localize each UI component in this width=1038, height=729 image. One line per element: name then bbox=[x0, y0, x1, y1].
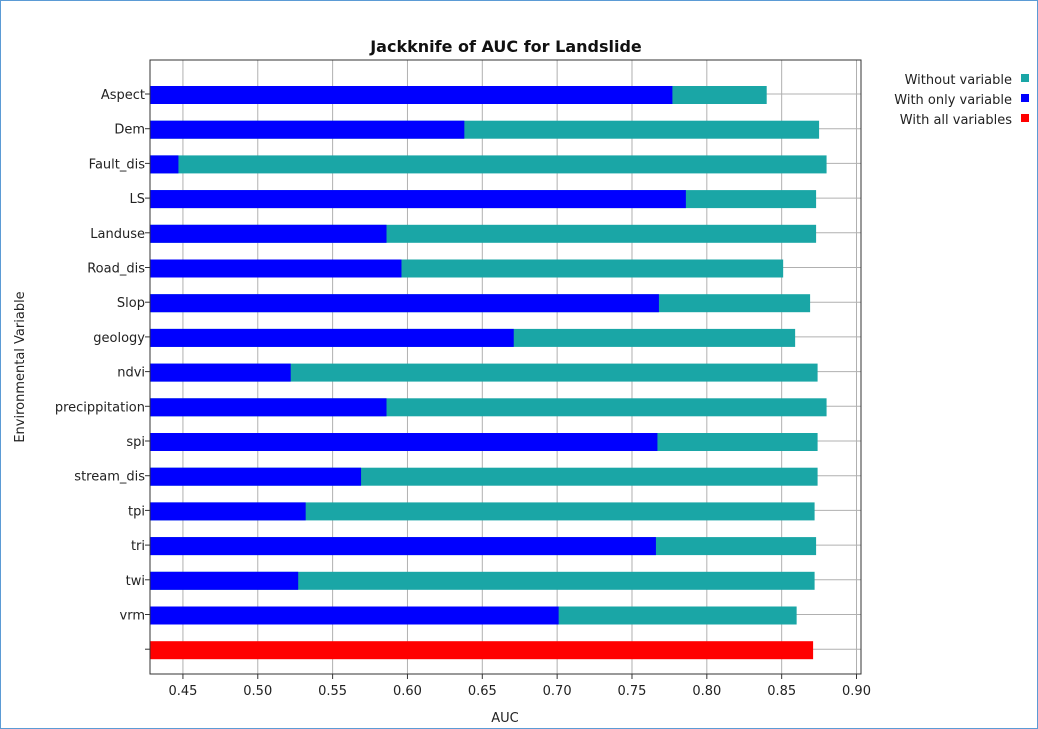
legend: Without variable With only variable With a… bbox=[894, 73, 1029, 128]
y-tick-label: spi bbox=[126, 435, 145, 450]
bar-with-only-variable bbox=[150, 572, 298, 590]
y-tick-label: vrm bbox=[120, 609, 145, 624]
x-tick-label: 0.75 bbox=[618, 684, 647, 699]
x-tick-labels: 0.45 0.50 0.55 0.60 0.65 0.70 0.75 0.80 0.85 0.90 bbox=[168, 674, 871, 699]
bar-with-only-variable bbox=[150, 433, 657, 451]
x-tick-label: 0.50 bbox=[243, 684, 272, 699]
y-tick-label: twi bbox=[126, 574, 145, 589]
bar-with-only-variable bbox=[150, 294, 659, 312]
y-tick-label: Road_dis bbox=[87, 262, 145, 277]
bar-with-only-variable bbox=[150, 364, 291, 382]
bar-with-only-variable bbox=[150, 607, 559, 625]
bar-with-only-variable bbox=[150, 190, 686, 208]
y-tick-label: tri bbox=[131, 539, 145, 554]
bar-with-only-variable bbox=[150, 86, 672, 104]
bars-group bbox=[150, 86, 827, 659]
y-tick-label: Slop bbox=[117, 296, 145, 311]
x-tick-label: 0.70 bbox=[543, 684, 572, 699]
y-tick-label: Fault_dis bbox=[89, 157, 146, 172]
y-tick-label: LS bbox=[130, 192, 146, 207]
y-tick-label: Aspect bbox=[101, 88, 145, 103]
bar-with-all-variables bbox=[150, 641, 813, 659]
bar-with-only-variable bbox=[150, 502, 306, 520]
legend-label: With only variable bbox=[894, 93, 1012, 108]
bar-with-only-variable bbox=[150, 260, 401, 278]
legend-swatch bbox=[1021, 74, 1029, 82]
x-tick-label: 0.85 bbox=[767, 684, 796, 699]
x-tick-label: 0.45 bbox=[168, 684, 197, 699]
y-tick-labels: Aspect Dem Fault_dis LS Landuse Road_dis Slop g… bbox=[55, 88, 150, 649]
chart-title: Jackknife of AUC for Landslide bbox=[369, 37, 642, 56]
bar-with-only-variable bbox=[150, 155, 178, 173]
y-tick-label: tpi bbox=[128, 504, 145, 519]
legend-label: With all variables bbox=[900, 113, 1012, 128]
y-axis-label: Environmental Variable bbox=[13, 291, 28, 442]
y-tick-label: Landuse bbox=[90, 227, 145, 242]
x-tick-label: 0.90 bbox=[842, 684, 871, 699]
legend-swatch bbox=[1021, 94, 1029, 102]
y-tick-label: precippitation bbox=[55, 400, 145, 415]
legend-label: Without variable bbox=[905, 73, 1012, 88]
legend-swatch bbox=[1021, 114, 1029, 122]
bar-with-only-variable bbox=[150, 329, 514, 347]
bar-with-only-variable bbox=[150, 225, 387, 243]
y-tick-label: stream_dis bbox=[74, 470, 145, 485]
x-tick-label: 0.80 bbox=[692, 684, 721, 699]
x-tick-label: 0.65 bbox=[468, 684, 497, 699]
x-axis-label: AUC bbox=[491, 711, 519, 726]
bar-with-only-variable bbox=[150, 121, 464, 139]
y-tick-label: Dem bbox=[114, 123, 145, 138]
bar-with-only-variable bbox=[150, 398, 387, 416]
x-tick-label: 0.60 bbox=[393, 684, 422, 699]
bar-without-variable bbox=[150, 155, 827, 173]
bar-with-only-variable bbox=[150, 468, 361, 486]
bar-with-only-variable bbox=[150, 537, 656, 555]
x-tick-label: 0.55 bbox=[318, 684, 347, 699]
y-tick-label: geology bbox=[93, 331, 145, 346]
y-tick-label: ndvi bbox=[117, 366, 145, 381]
